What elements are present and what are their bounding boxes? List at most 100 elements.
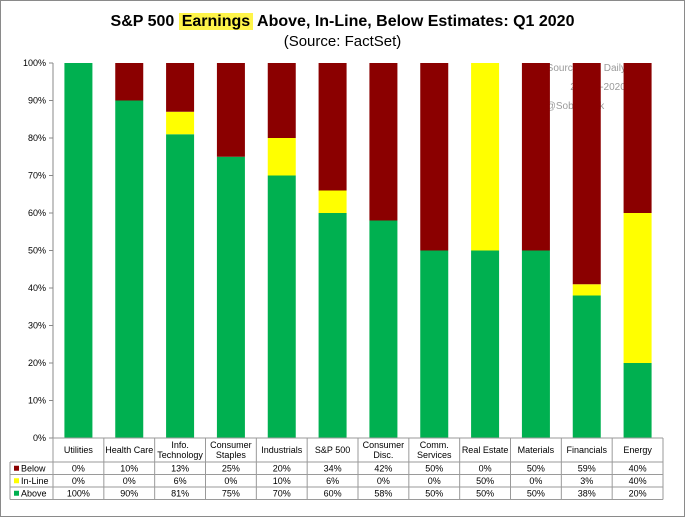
legend-label-inline: In-Line — [21, 476, 49, 486]
data-label: 20% — [273, 463, 291, 473]
data-label: 6% — [174, 476, 187, 486]
bar-above — [521, 250, 550, 438]
category-label: Comm. — [420, 440, 449, 450]
data-label: 10% — [120, 463, 138, 473]
data-label: 75% — [222, 488, 240, 498]
data-label: 50% — [476, 476, 494, 486]
data-label: 58% — [374, 488, 392, 498]
category-label: Materials — [518, 445, 555, 455]
data-label: 50% — [527, 488, 545, 498]
category-label: Real Estate — [462, 445, 509, 455]
data-label: 0% — [72, 463, 85, 473]
data-label: 50% — [527, 463, 545, 473]
category-label: S&P 500 — [315, 445, 350, 455]
bar-inline — [318, 190, 347, 213]
data-label: 81% — [171, 488, 189, 498]
data-label: 0% — [479, 463, 492, 473]
data-label: 40% — [629, 476, 647, 486]
bar-inline — [166, 111, 195, 135]
bar-inline — [471, 63, 500, 251]
y-tick-label: 70% — [28, 171, 46, 181]
y-tick-label: 30% — [28, 321, 46, 331]
category-label: Energy — [623, 445, 652, 455]
legend-key-below — [14, 465, 19, 471]
y-tick-label: 80% — [28, 133, 46, 143]
y-tick-label: 60% — [28, 208, 46, 218]
category-label: Utilities — [64, 445, 94, 455]
y-tick-label: 90% — [28, 96, 46, 106]
data-label: 0% — [377, 476, 390, 486]
legend-label-below: Below — [21, 463, 46, 473]
category-label: Staples — [216, 450, 247, 460]
data-label: 6% — [326, 476, 339, 486]
category-label: Consumer — [363, 440, 405, 450]
bar-above — [572, 295, 601, 438]
data-label: 100% — [67, 488, 90, 498]
data-label: 0% — [428, 476, 441, 486]
data-label: 50% — [425, 488, 443, 498]
legend-key-above — [14, 490, 19, 496]
bar-above — [369, 220, 398, 438]
bar-above — [115, 100, 144, 438]
data-label: 25% — [222, 463, 240, 473]
bar-below — [318, 63, 347, 191]
bar-above — [267, 175, 296, 438]
y-tick-label: 10% — [28, 396, 46, 406]
category-label: Financials — [566, 445, 607, 455]
data-label: 20% — [629, 488, 647, 498]
data-label: 40% — [629, 463, 647, 473]
data-label: 50% — [425, 463, 443, 473]
data-label: 3% — [580, 476, 593, 486]
data-label: 70% — [273, 488, 291, 498]
y-tick-label: 20% — [28, 358, 46, 368]
chart-title: S&P 500 Earnings Above, In-Line, Below E… — [0, 12, 685, 31]
bar-above — [420, 250, 449, 438]
bar-below — [572, 63, 601, 285]
bar-below — [623, 63, 652, 213]
bar-below — [267, 63, 296, 138]
bar-inline — [623, 213, 652, 363]
data-label: 38% — [578, 488, 596, 498]
y-tick-label: 50% — [28, 246, 46, 256]
legend-label-above: Above — [21, 488, 47, 498]
bar-above — [318, 213, 347, 438]
data-label: 0% — [123, 476, 136, 486]
title-part-1: S&P 500 — [110, 13, 179, 30]
title-highlight: Earnings — [178, 13, 254, 30]
data-label: 42% — [374, 463, 392, 473]
bar-below — [115, 63, 144, 101]
data-label: 0% — [529, 476, 542, 486]
category-label: Technology — [157, 450, 203, 460]
chart-subtitle: (Source: FactSet) — [283, 33, 402, 50]
category-label: Health Care — [105, 445, 153, 455]
data-label: 10% — [273, 476, 291, 486]
bar-above — [64, 63, 93, 438]
bar-below — [216, 63, 245, 157]
data-label: 50% — [476, 488, 494, 498]
data-label: 34% — [324, 463, 342, 473]
data-label: 13% — [171, 463, 189, 473]
y-tick-label: 40% — [28, 283, 46, 293]
data-label: 0% — [224, 476, 237, 486]
bar-below — [521, 63, 550, 251]
category-label: Industrials — [261, 445, 303, 455]
bar-inline — [267, 138, 296, 176]
data-label: 90% — [120, 488, 138, 498]
bar-above — [216, 156, 245, 438]
bar-below — [166, 63, 195, 112]
legend-key-inline — [14, 478, 19, 484]
bar-above — [623, 363, 652, 438]
title-part-2: Above, In-Line, Below Estimates: Q1 2020 — [253, 13, 575, 30]
data-label: 59% — [578, 463, 596, 473]
y-tick-label: 0% — [33, 433, 46, 443]
data-label: 0% — [72, 476, 85, 486]
category-label: Services — [417, 450, 452, 460]
bar-inline — [572, 284, 601, 296]
y-tick-label: 100% — [23, 58, 46, 68]
bar-above — [166, 134, 195, 438]
bar-above — [471, 250, 500, 438]
category-label: Info. — [171, 440, 189, 450]
data-label: 60% — [324, 488, 342, 498]
category-label: Disc. — [373, 450, 393, 460]
